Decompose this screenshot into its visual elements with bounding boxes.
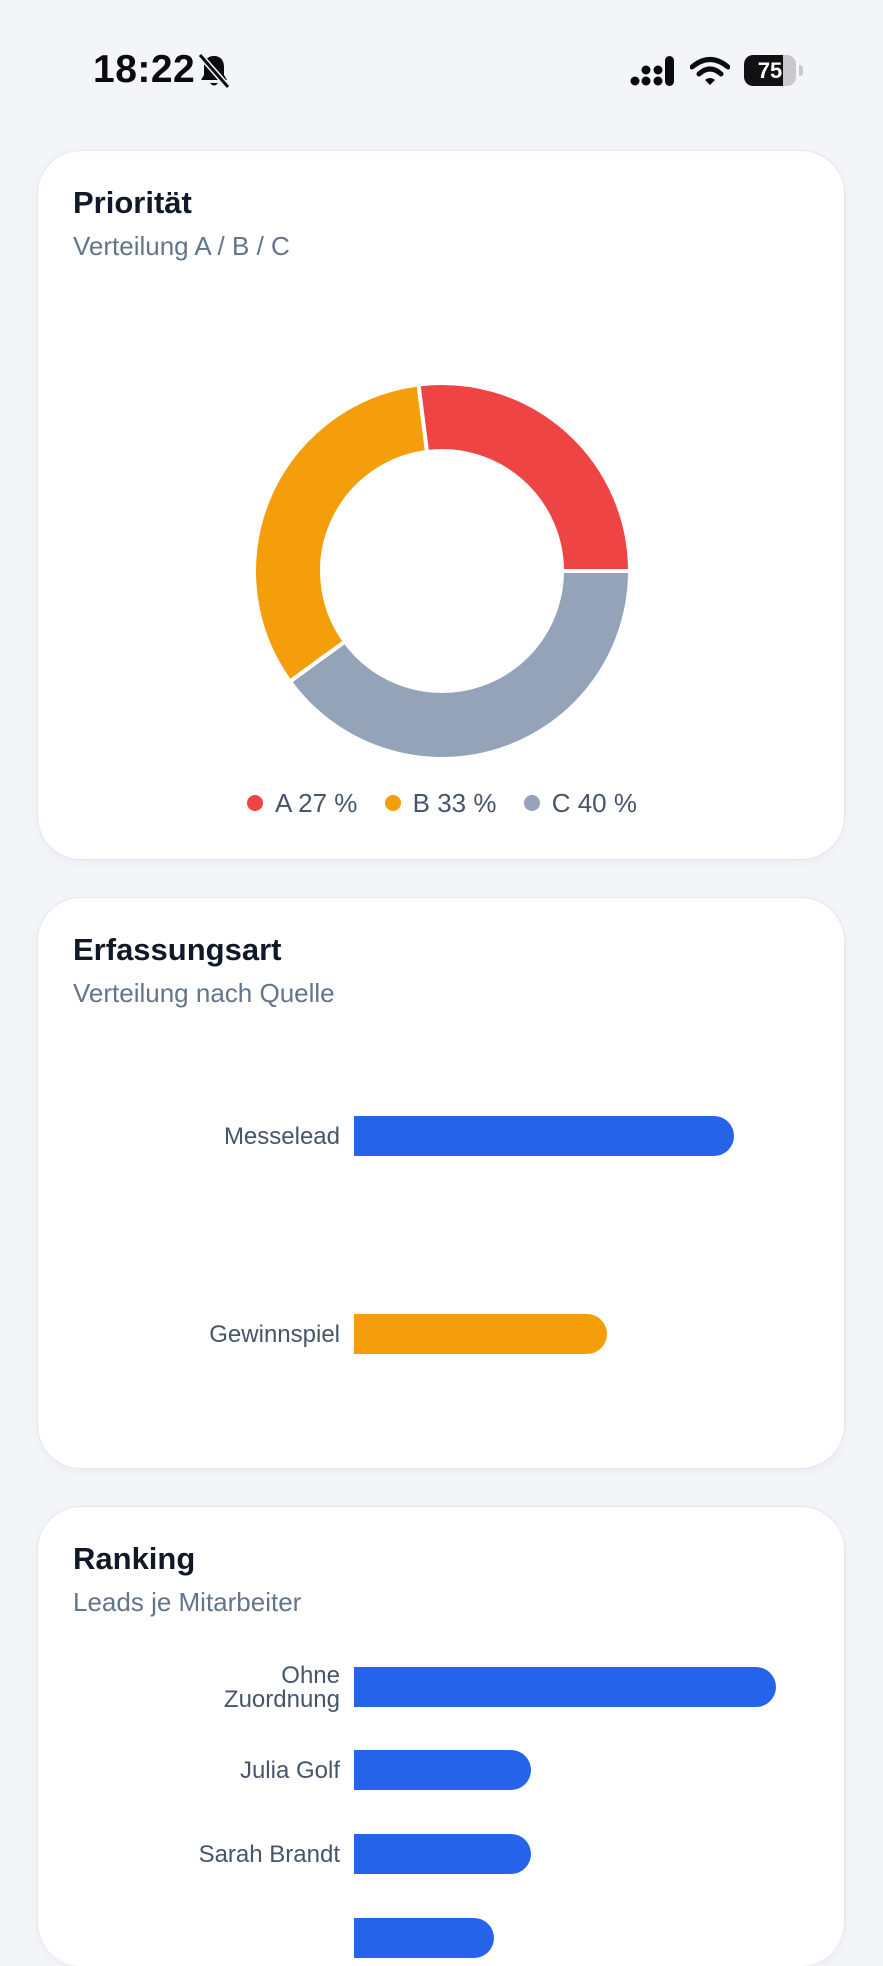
wifi-icon	[690, 57, 730, 85]
battery-level-text: 75	[757, 58, 783, 83]
bar-label: Gewinnspiel	[209, 1321, 340, 1348]
bar-messelead	[354, 1116, 734, 1156]
legend-label: A 27 %	[275, 787, 358, 818]
bar-ohne-zuordnung	[354, 1667, 776, 1707]
bell-muted-icon	[197, 53, 231, 89]
bar-gewinnspiel	[354, 1314, 608, 1354]
bar-julia-golf	[354, 1750, 532, 1790]
bar-label: Ohne Zuordnung	[223, 1662, 340, 1713]
legend-dot-a	[247, 795, 264, 811]
ranking-card: Ranking Leads je Mitarbeiter Ohne Zuordn…	[37, 1506, 845, 1966]
legend-label: C 40 %	[551, 787, 637, 818]
card-subtitle: Verteilung nach Quelle	[73, 978, 335, 1008]
capture-type-card: Erfassungsart Verteilung nach Quelle Mes…	[37, 897, 845, 1469]
legend-item-a: A 27 %	[247, 788, 357, 819]
bar-label: Sarah Brandt	[198, 1841, 340, 1868]
legend-label: B 33 %	[412, 787, 497, 818]
chart-legend: A 27 % B 33 % C 40 %	[38, 787, 844, 819]
signal-icon	[630, 56, 674, 86]
card-title: Ranking	[73, 1541, 196, 1576]
donut-slice-c	[287, 569, 633, 761]
donut-slice-b	[252, 382, 430, 685]
legend-item-c: C 40 %	[523, 787, 637, 819]
donut-slice-a	[416, 381, 633, 573]
card-subtitle: Verteilung A / B / C	[73, 231, 290, 261]
bar-partial	[354, 1918, 494, 1958]
legend-dot-b	[384, 795, 401, 811]
card-title: Priorität	[73, 185, 192, 220]
priority-donut-chart	[252, 381, 633, 761]
clock-time: 18:22	[93, 48, 196, 91]
bar-label: Julia Golf	[239, 1757, 340, 1784]
card-subtitle: Leads je Mitarbeiter	[73, 1587, 302, 1617]
card-title: Erfassungsart	[73, 932, 282, 967]
priority-card: Priorität Verteilung A / B / C A 27 % B …	[37, 150, 845, 860]
status-bar: 18:22 75	[0, 0, 883, 140]
battery-indicator: 75	[744, 55, 804, 86]
bar-sarah-brandt	[354, 1834, 532, 1874]
legend-item-b: B 33 %	[384, 787, 497, 819]
bar-label: Messelead	[223, 1123, 340, 1150]
legend-dot-c	[523, 795, 540, 811]
